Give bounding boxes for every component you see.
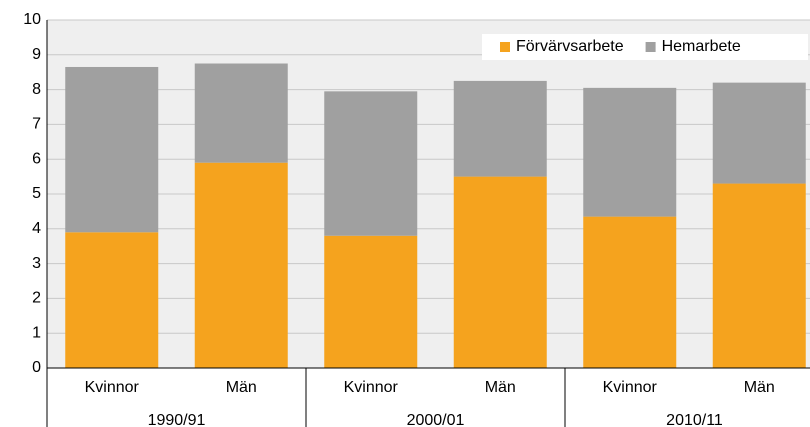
bar-segment bbox=[65, 232, 159, 368]
group-label: 2010/11 bbox=[666, 412, 723, 427]
bar-segment bbox=[324, 235, 418, 368]
y-tick-label: 9 bbox=[32, 46, 41, 63]
legend-swatch bbox=[645, 42, 656, 52]
y-tick-label: 6 bbox=[32, 150, 41, 167]
legend-swatch bbox=[500, 42, 510, 52]
x-tick-label: Kvinnor bbox=[85, 379, 140, 396]
bar-segment bbox=[583, 216, 677, 368]
bar-segment bbox=[712, 183, 806, 368]
bar-segment bbox=[453, 176, 547, 368]
y-tick-label: 8 bbox=[32, 81, 41, 98]
x-tick-label: Kvinnor bbox=[344, 379, 399, 396]
y-tick-label: 3 bbox=[32, 255, 41, 272]
legend-box bbox=[482, 34, 808, 60]
bar-segment bbox=[65, 66, 159, 233]
legend-label: Förvärvsarbete bbox=[516, 38, 624, 55]
legend-label: Hemarbete bbox=[662, 38, 741, 55]
y-tick-label: 5 bbox=[32, 185, 41, 202]
x-tick-label: Kvinnor bbox=[603, 379, 658, 396]
bar-segment bbox=[324, 91, 418, 236]
y-tick-label: 7 bbox=[32, 116, 41, 133]
x-tick-label: Män bbox=[485, 379, 516, 396]
x-tick-label: Män bbox=[744, 379, 775, 396]
group-label: 1990/91 bbox=[148, 412, 206, 427]
group-label: 2000/01 bbox=[407, 412, 465, 427]
y-tick-label: 10 bbox=[23, 11, 41, 28]
bar-segment bbox=[453, 80, 547, 177]
bar-segment bbox=[583, 87, 677, 217]
y-tick-label: 1 bbox=[32, 324, 41, 341]
y-tick-label: 0 bbox=[32, 359, 41, 376]
y-tick-label: 2 bbox=[32, 290, 41, 307]
bar-segment bbox=[194, 162, 288, 368]
bar-segment bbox=[194, 63, 288, 163]
x-tick-label: Män bbox=[226, 379, 257, 396]
y-tick-label: 4 bbox=[32, 220, 41, 237]
bar-segment bbox=[712, 82, 806, 184]
